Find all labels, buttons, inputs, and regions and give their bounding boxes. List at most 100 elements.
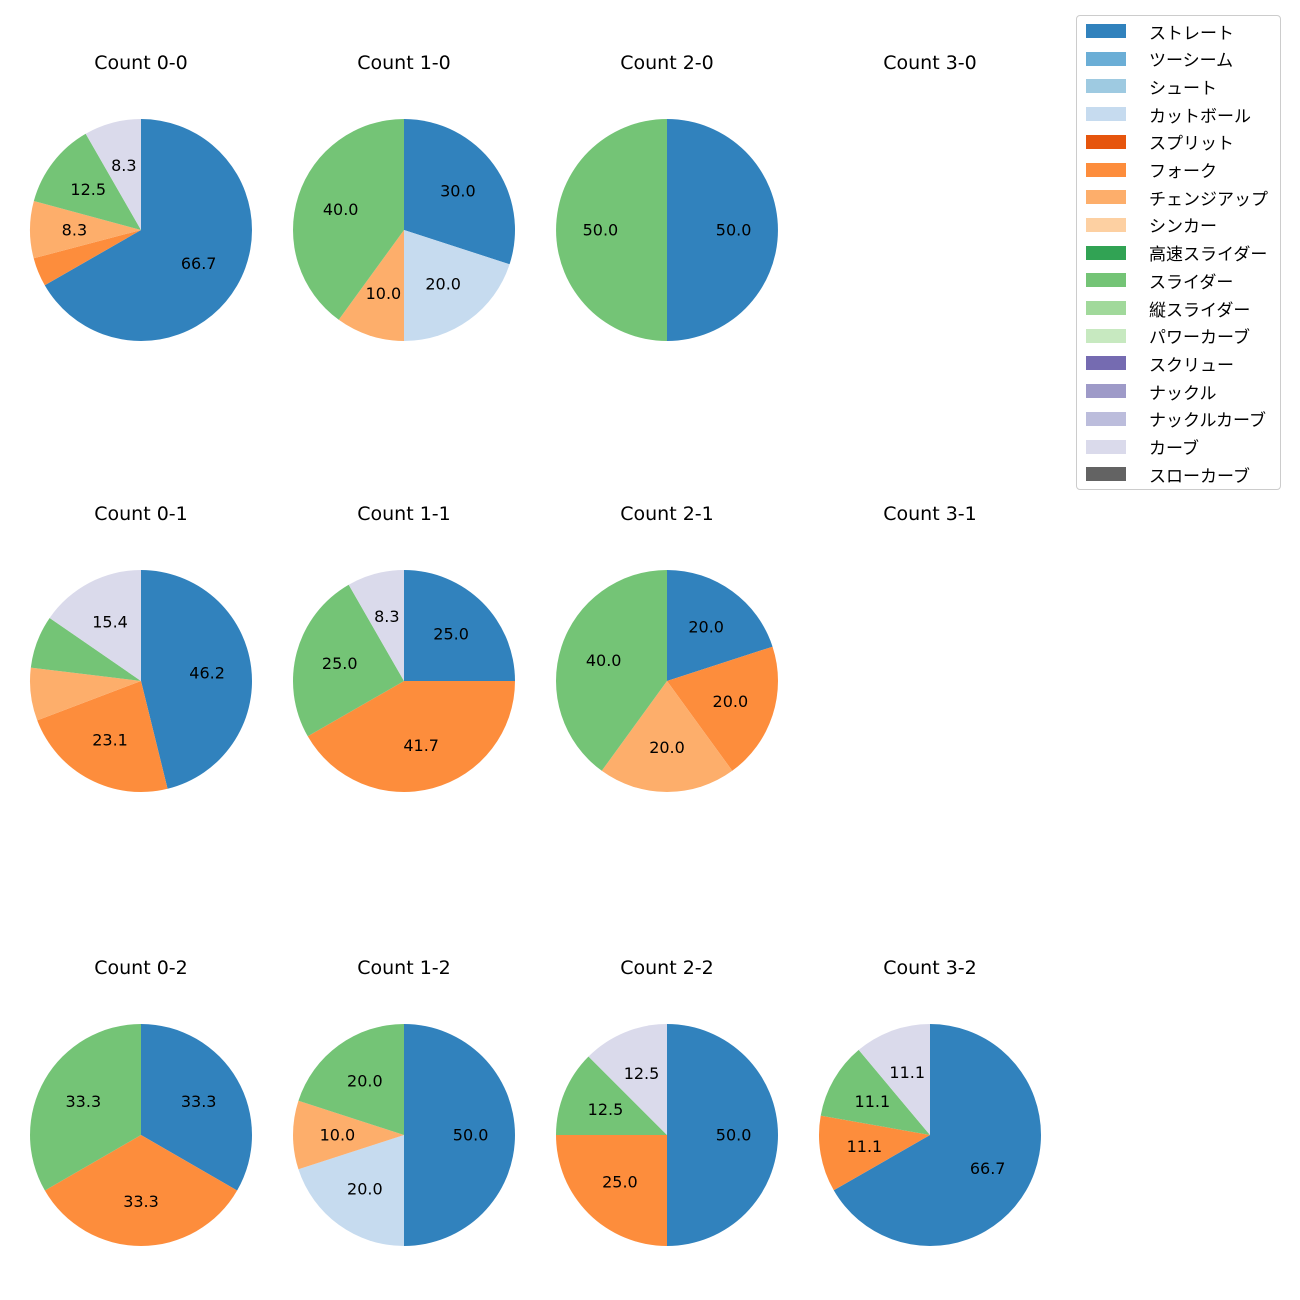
slice-value-label: 40.0 <box>586 651 622 670</box>
legend-label: シンカー <box>1149 217 1217 238</box>
pie-title: Count 0-1 <box>94 503 188 525</box>
pie-slice <box>298 1135 404 1246</box>
pie-count-1-1: Count 1-1 25.0 41.7 25.0 8.3 <box>293 503 515 793</box>
legend-item: フォーク <box>1086 160 1217 182</box>
legend-swatch <box>1086 24 1126 38</box>
slice-value-label: 20.0 <box>649 738 685 757</box>
slice-value-label: 33.3 <box>123 1192 159 1211</box>
legend-swatch <box>1086 273 1126 288</box>
slice-value-label: 12.5 <box>624 1064 660 1083</box>
pie-slice <box>307 681 515 793</box>
slice-value-label: 12.5 <box>70 180 106 199</box>
pie-slice <box>667 570 773 681</box>
pie-count-2-2: Count 2-2 50.0 25.0 12.512.5 <box>556 957 778 1246</box>
legend-item: パワーカーブ <box>1086 326 1250 349</box>
pie-count-1-0: Count 1-0 30.0 20.0 10.0 40.0 <box>293 52 515 341</box>
pie-slice <box>293 1100 404 1170</box>
slice-value-label: 8.3 <box>374 607 399 626</box>
pie-slice <box>556 1135 667 1246</box>
legend-label: フォーク <box>1149 162 1217 182</box>
slice-value-label: 46.2 <box>189 663 225 682</box>
pie-title: Count 1-2 <box>357 957 451 979</box>
slice-value-label: 15.4 <box>92 613 128 632</box>
slice-value-label: 23.1 <box>92 730 128 749</box>
pie-slice <box>29 667 141 721</box>
pie-slice <box>29 201 141 259</box>
slice-value-label: 11.1 <box>855 1092 891 1111</box>
legend-label: スローカーブ <box>1149 466 1250 487</box>
slice-value-label: 50.0 <box>716 221 752 240</box>
legend-label: 高速スライダー <box>1149 245 1268 266</box>
pie-slice <box>33 133 141 230</box>
legend-item: シンカー <box>1086 215 1217 238</box>
slice-value-label: 50.0 <box>716 1126 752 1145</box>
pie-slice <box>141 1024 252 1191</box>
slice-value-label: 25.0 <box>322 654 358 673</box>
legend-swatch <box>1086 107 1126 122</box>
pie-title: Count 2-1 <box>620 503 714 525</box>
pie-slice <box>601 681 733 793</box>
legend-item: スローカーブ <box>1086 464 1250 487</box>
pie-count-3-2: Count 3-2 66.7 11.1 11.1 11.1 <box>819 957 1041 1246</box>
slice-value-label: 8.3 <box>111 156 136 175</box>
pie-slice <box>49 570 142 681</box>
slice-value-label: 66.7 <box>181 254 217 273</box>
legend-swatch <box>1086 467 1126 482</box>
pie-slice <box>833 1024 1041 1246</box>
legend-item: ナックルカーブ <box>1086 409 1266 432</box>
slice-value-label: 20.0 <box>347 1072 383 1091</box>
pie-count-2-1: Count 2-1 20.0 20.0 20.0 40.0 <box>556 503 778 793</box>
slice-value-label: 50.0 <box>453 1126 489 1145</box>
legend-label: ツーシーム <box>1149 51 1234 72</box>
legend-label: パワーカーブ <box>1149 328 1250 349</box>
legend-swatch <box>1086 384 1126 399</box>
pie-title: Count 2-2 <box>620 957 714 979</box>
pie-slice <box>33 230 141 286</box>
pie-slice <box>37 681 168 792</box>
legend-item: 縦スライダー <box>1086 298 1251 321</box>
legend-swatch <box>1086 328 1126 343</box>
slice-value-label: 66.7 <box>970 1159 1006 1178</box>
pie-title: Count 3-0 <box>883 52 977 74</box>
legend-item: ナックル <box>1086 381 1217 404</box>
pie-slice <box>404 119 515 265</box>
legend-label: チェンジアップ <box>1149 189 1268 210</box>
slice-value-label: 12.5 <box>588 1100 624 1119</box>
legend-item: カーブ <box>1086 437 1199 459</box>
pie-slice <box>556 119 667 341</box>
pie-slice <box>298 1024 404 1135</box>
pie-slice <box>44 119 253 341</box>
pie-title: Count 0-2 <box>94 957 188 979</box>
pie-slice <box>30 1024 142 1191</box>
legend-item: スライダー <box>1086 270 1233 293</box>
pie-title: Count 2-0 <box>620 52 714 74</box>
pie-slice <box>338 230 404 341</box>
slice-value-label: 30.0 <box>440 181 476 200</box>
legend-item: チェンジアップ <box>1086 187 1268 210</box>
pie-title: Count 3-1 <box>883 503 977 525</box>
pie-slice <box>667 1024 778 1246</box>
pie-title: Count 1-0 <box>357 52 451 74</box>
pie-slice <box>667 646 778 771</box>
pie-slice <box>348 570 404 681</box>
legend-swatch <box>1086 245 1126 260</box>
pie-count-3-0: Count 3-0 <box>883 52 977 74</box>
pie-slice <box>858 1024 930 1135</box>
pie-slice <box>141 570 253 789</box>
slice-value-label: 25.0 <box>433 624 469 643</box>
pie-title: Count 0-0 <box>94 52 188 74</box>
legend-item: カットボール <box>1086 104 1251 127</box>
pie-slice <box>85 119 141 230</box>
legend-label: スプリット <box>1149 134 1234 155</box>
legend-swatch <box>1086 411 1126 426</box>
legend-label: 縦スライダー <box>1149 300 1251 321</box>
slice-value-label: 20.0 <box>425 274 461 293</box>
slice-value-label: 11.1 <box>847 1137 883 1156</box>
legend-item: スクリュー <box>1086 353 1234 376</box>
pie-slice <box>30 617 142 681</box>
pie-count-1-2: Count 1-2 50.0 20.0 10.0 20.0 <box>293 957 515 1246</box>
legend-label: カーブ <box>1149 439 1199 459</box>
legend-label: ナックルカーブ <box>1149 411 1266 432</box>
slice-value-label: 10.0 <box>320 1126 356 1145</box>
